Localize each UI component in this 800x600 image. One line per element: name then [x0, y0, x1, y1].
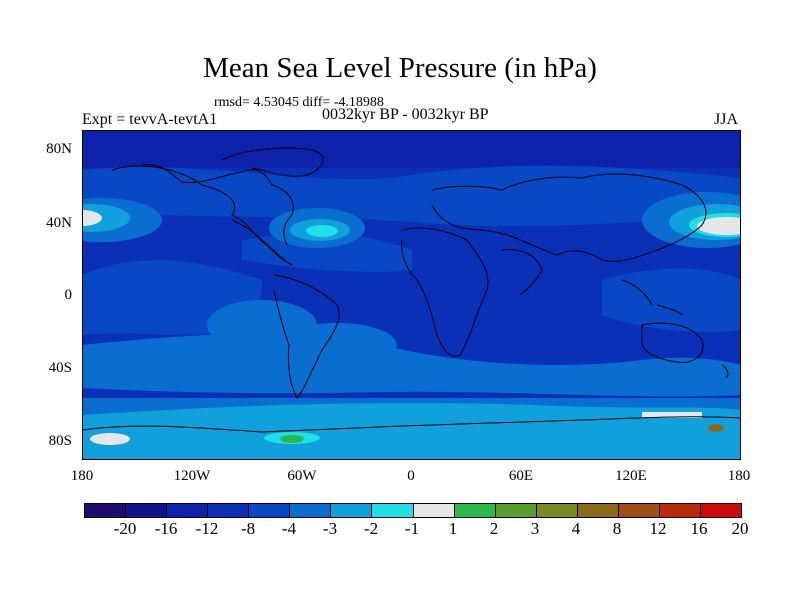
lon-label-120e: 120E	[615, 468, 647, 484]
colorbar-swatch	[290, 504, 332, 517]
colorbar-swatch	[536, 504, 578, 517]
colorbar-level-label: -3	[322, 519, 338, 538]
colorbar-swatch	[577, 504, 619, 517]
colorbar-level-label: 20	[731, 519, 749, 538]
map-plot	[82, 130, 741, 460]
lon-label-180w: 180	[70, 468, 94, 484]
field-tropics-atlantic	[242, 233, 412, 272]
field-ant-coast	[382, 416, 722, 434]
coastlines	[82, 147, 741, 433]
field-natl-core	[306, 225, 338, 237]
field-nh-band	[82, 165, 741, 226]
colorbar-level-label: 4	[571, 519, 581, 538]
colorbar-swatch	[126, 504, 168, 517]
colorbar-level-label: -20	[113, 519, 137, 538]
colorbar-swatch	[85, 504, 127, 517]
colorbar-level-label: -8	[240, 519, 256, 538]
colorbar-level-label: 12	[649, 519, 667, 538]
field-npac-west-core	[82, 210, 102, 226]
colorbar-level-label: -12	[195, 519, 219, 538]
colorbar-swatch	[208, 504, 250, 517]
field-ant-green	[280, 435, 304, 443]
lat-label-80s: 80S	[48, 433, 72, 449]
colorbar-swatch	[249, 504, 291, 517]
field-npac-east-core	[697, 217, 741, 235]
colorbar-swatch	[372, 504, 414, 517]
experiment-label: Expt = tevvA-tevtA1	[82, 111, 218, 128]
colorbar	[84, 503, 742, 518]
colorbar-swatch	[659, 504, 701, 517]
lon-label-0: 0	[407, 468, 415, 484]
period-label: 0032kyr BP - 0032kyr BP	[322, 106, 489, 123]
colorbar-level-label: 2	[489, 519, 499, 538]
colorbar-level-label: 1	[448, 519, 458, 538]
map-title: Mean Sea Level Pressure (in hPa)	[203, 52, 597, 84]
field-ant-west	[90, 433, 130, 445]
lon-label-120w: 120W	[173, 468, 211, 484]
colorbar-swatch	[454, 504, 496, 517]
lon-label-60w: 60W	[287, 468, 317, 484]
lat-label-0: 0	[64, 287, 73, 303]
colorbar-level-label: 8	[612, 519, 622, 538]
field-tropics-pacific	[602, 268, 741, 332]
lat-label-40s: 40S	[48, 360, 72, 376]
colorbar-level-label: 16	[690, 519, 708, 538]
lon-label-180e: 180	[727, 468, 751, 484]
colorbar-swatch	[700, 504, 741, 517]
colorbar-swatch	[618, 504, 660, 517]
colorbar-level-label: 3	[530, 519, 540, 538]
field-so-band	[82, 333, 741, 397]
colorbar-swatch	[167, 504, 209, 517]
colorbar-swatch	[495, 504, 537, 517]
field-se-pacific	[207, 300, 317, 350]
colorbar-level-label: -4	[281, 519, 297, 538]
lon-label-60e: 60E	[508, 468, 534, 484]
colorbar-swatch	[331, 504, 373, 517]
field-npac-west-inner	[82, 204, 130, 232]
pressure-map	[82, 130, 741, 460]
colorbar-level-label: -16	[154, 519, 178, 538]
stats-label: rmsd= 4.53045 diff= -4.18988	[214, 95, 384, 110]
field-arctic-patch	[462, 168, 542, 192]
season-label: JJA	[714, 111, 739, 128]
colorbar-level-label: -2	[363, 519, 379, 538]
colorbar-swatch	[413, 504, 455, 517]
colorbar-level-label: -1	[404, 519, 420, 538]
lat-label-40n: 40N	[46, 215, 72, 231]
field-arctic	[82, 130, 741, 168]
map-border	[82, 130, 741, 460]
field-ant-brown	[708, 424, 724, 432]
lat-label-80n: 80N	[46, 141, 72, 157]
